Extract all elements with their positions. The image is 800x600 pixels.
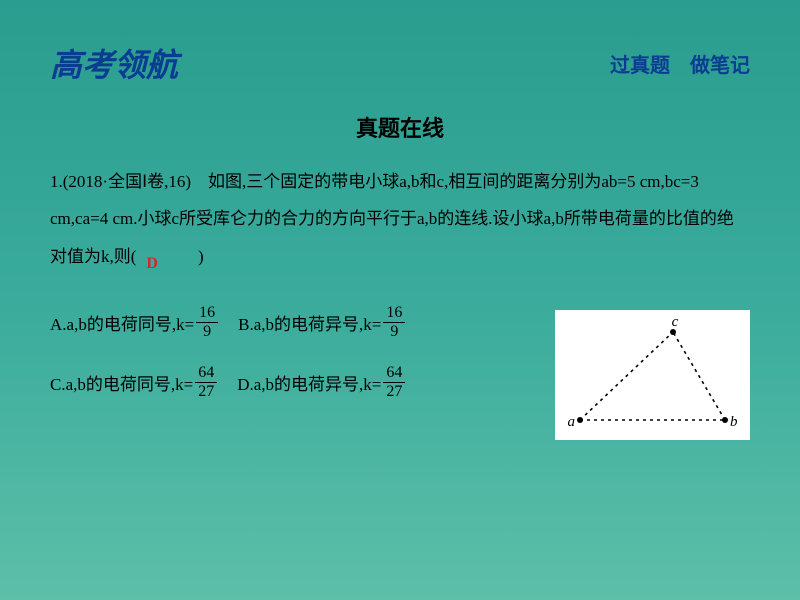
option-d-fraction: 64 27 bbox=[383, 365, 405, 400]
option-c-denominator: 27 bbox=[198, 383, 214, 400]
label-b: b bbox=[730, 414, 738, 430]
option-c-fraction: 64 27 bbox=[195, 365, 217, 400]
question-suffix: ) bbox=[198, 247, 204, 266]
option-c: C.a,b的电荷同号,k= 64 27 bbox=[50, 365, 219, 400]
option-b-numerator: 16 bbox=[383, 305, 405, 323]
label-c: c bbox=[672, 314, 679, 330]
option-d-denominator: 27 bbox=[386, 383, 402, 400]
option-a-text: A.a,b的电荷同号,k= bbox=[50, 310, 194, 335]
option-b-denominator: 9 bbox=[390, 323, 398, 340]
option-a: A.a,b的电荷同号,k= 16 9 bbox=[50, 305, 220, 340]
option-a-denominator: 9 bbox=[203, 323, 211, 340]
option-a-numerator: 16 bbox=[196, 305, 218, 323]
option-a-fraction: 16 9 bbox=[196, 305, 218, 340]
option-b-fraction: 16 9 bbox=[383, 305, 405, 340]
page-title: 高考领航 bbox=[50, 40, 178, 86]
vertex-a bbox=[577, 417, 583, 423]
option-d-numerator: 64 bbox=[383, 365, 405, 383]
vertex-b bbox=[722, 417, 728, 423]
label-a: a bbox=[568, 414, 576, 430]
triangle-diagram: a b c bbox=[555, 310, 750, 440]
answer-letter: D bbox=[146, 255, 158, 272]
question-text: 1.(2018·全国Ⅰ卷,16) 如图,三个固定的带电小球a,b和c,相互间的距… bbox=[0, 163, 800, 275]
option-b-text: B.a,b的电荷异号,k= bbox=[238, 310, 381, 335]
option-d: D.a,b的电荷异号,k= 64 27 bbox=[237, 365, 407, 400]
page-tagline: 过真题 做笔记 bbox=[610, 49, 750, 78]
option-c-text: C.a,b的电荷同号,k= bbox=[50, 370, 193, 395]
option-c-numerator: 64 bbox=[195, 365, 217, 383]
option-d-text: D.a,b的电荷异号,k= bbox=[237, 370, 381, 395]
edge-ac bbox=[580, 332, 673, 420]
question-prefix: 1.(2018·全国Ⅰ卷,16) 如图,三个固定的带电小球a,b和c,相互间的距… bbox=[50, 172, 734, 266]
section-subtitle: 真题在线 bbox=[0, 111, 800, 143]
edge-bc bbox=[673, 332, 725, 420]
option-b: B.a,b的电荷异号,k= 16 9 bbox=[238, 305, 407, 340]
options-block: A.a,b的电荷同号,k= 16 9 B.a,b的电荷异号,k= 16 9 C.… bbox=[50, 305, 555, 440]
